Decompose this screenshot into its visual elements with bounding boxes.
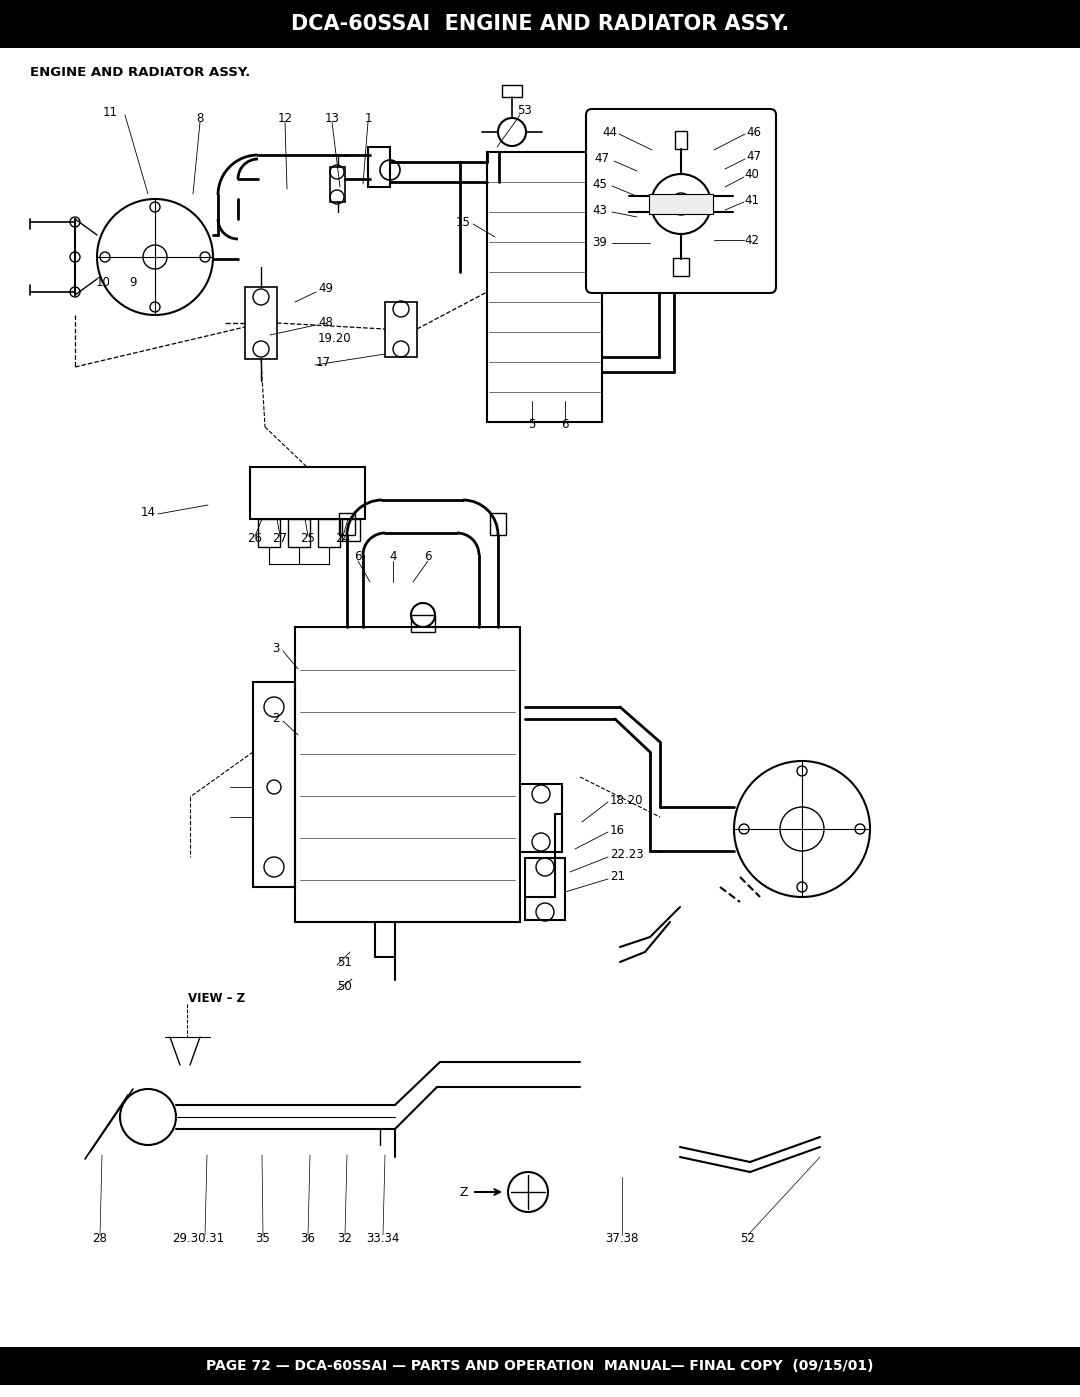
Text: 53: 53: [517, 105, 532, 117]
Text: ENGINE AND RADIATOR ASSY.: ENGINE AND RADIATOR ASSY.: [30, 66, 251, 78]
Text: 16: 16: [610, 823, 625, 837]
Text: 1: 1: [364, 113, 372, 126]
Bar: [339, 513, 355, 535]
Text: 15: 15: [456, 215, 471, 229]
Bar: [258, 520, 280, 548]
Bar: [342, 520, 360, 541]
Text: 11: 11: [103, 106, 118, 119]
Bar: [253, 682, 295, 887]
Text: 52: 52: [741, 1232, 755, 1246]
Bar: [675, 131, 687, 149]
Text: 17: 17: [316, 355, 330, 369]
Bar: [673, 258, 689, 277]
Text: 44: 44: [603, 126, 618, 138]
Bar: [330, 168, 345, 203]
Text: 48: 48: [318, 316, 333, 328]
Text: 47: 47: [746, 151, 761, 163]
Text: 6: 6: [354, 550, 362, 563]
Text: 35: 35: [256, 1232, 270, 1246]
Bar: [295, 627, 519, 922]
Text: 41: 41: [744, 194, 759, 207]
Text: 24: 24: [336, 532, 351, 545]
Bar: [249, 467, 365, 520]
Text: 7: 7: [646, 151, 653, 163]
Text: PAGE 72 — DCA-60SSAI — PARTS AND OPERATION  MANUAL— FINAL COPY  (09/15/01): PAGE 72 — DCA-60SSAI — PARTS AND OPERATI…: [206, 1359, 874, 1373]
Bar: [490, 513, 507, 535]
Bar: [288, 520, 310, 548]
Text: 25: 25: [300, 532, 315, 545]
Bar: [487, 152, 602, 422]
Text: 45: 45: [593, 177, 607, 190]
Text: Z: Z: [459, 1186, 468, 1199]
Text: 22.23: 22.23: [610, 848, 644, 862]
Text: 39: 39: [593, 236, 607, 250]
Text: 43: 43: [593, 204, 607, 217]
Text: VIEW – Z: VIEW – Z: [188, 992, 245, 1006]
Text: 32: 32: [338, 1232, 352, 1246]
Text: 13: 13: [325, 113, 339, 126]
Text: 26: 26: [247, 532, 262, 545]
Text: 51: 51: [337, 956, 352, 968]
Text: DCA-60SSAI  ENGINE AND RADIATOR ASSY.: DCA-60SSAI ENGINE AND RADIATOR ASSY.: [291, 14, 789, 34]
Bar: [368, 147, 390, 187]
Text: 4: 4: [389, 550, 396, 563]
Text: 47: 47: [594, 152, 609, 165]
Text: 10: 10: [95, 275, 110, 289]
Bar: [502, 85, 522, 96]
Text: 33.34: 33.34: [366, 1232, 400, 1246]
Text: 42: 42: [744, 233, 759, 246]
Text: 14: 14: [140, 507, 156, 520]
Bar: [0, 0, 1080, 47]
Text: 18.20: 18.20: [610, 793, 644, 806]
Text: 5: 5: [528, 419, 536, 432]
Bar: [525, 858, 565, 921]
Text: 50: 50: [337, 981, 352, 993]
Bar: [519, 784, 562, 852]
Text: 3: 3: [272, 643, 280, 655]
Bar: [649, 194, 713, 214]
Text: 27: 27: [272, 532, 287, 545]
Text: 6: 6: [562, 419, 569, 432]
Text: 6: 6: [424, 550, 432, 563]
Bar: [411, 615, 435, 631]
Text: 19.20: 19.20: [318, 332, 352, 345]
Text: 8: 8: [197, 113, 204, 126]
Text: 9: 9: [130, 275, 137, 289]
Text: 49: 49: [318, 282, 333, 296]
Text: 21: 21: [610, 870, 625, 883]
Text: 12: 12: [278, 113, 293, 126]
FancyBboxPatch shape: [586, 109, 777, 293]
Bar: [245, 286, 276, 359]
Bar: [0, 1347, 1080, 1384]
Text: 2: 2: [272, 712, 280, 725]
Text: 40: 40: [744, 169, 759, 182]
Text: 29.30.31: 29.30.31: [172, 1232, 224, 1246]
Text: 37.38: 37.38: [605, 1232, 638, 1246]
Text: 46: 46: [746, 126, 761, 138]
Text: 28: 28: [93, 1232, 107, 1246]
Bar: [384, 302, 417, 358]
Bar: [318, 520, 340, 548]
Text: 36: 36: [300, 1232, 315, 1246]
